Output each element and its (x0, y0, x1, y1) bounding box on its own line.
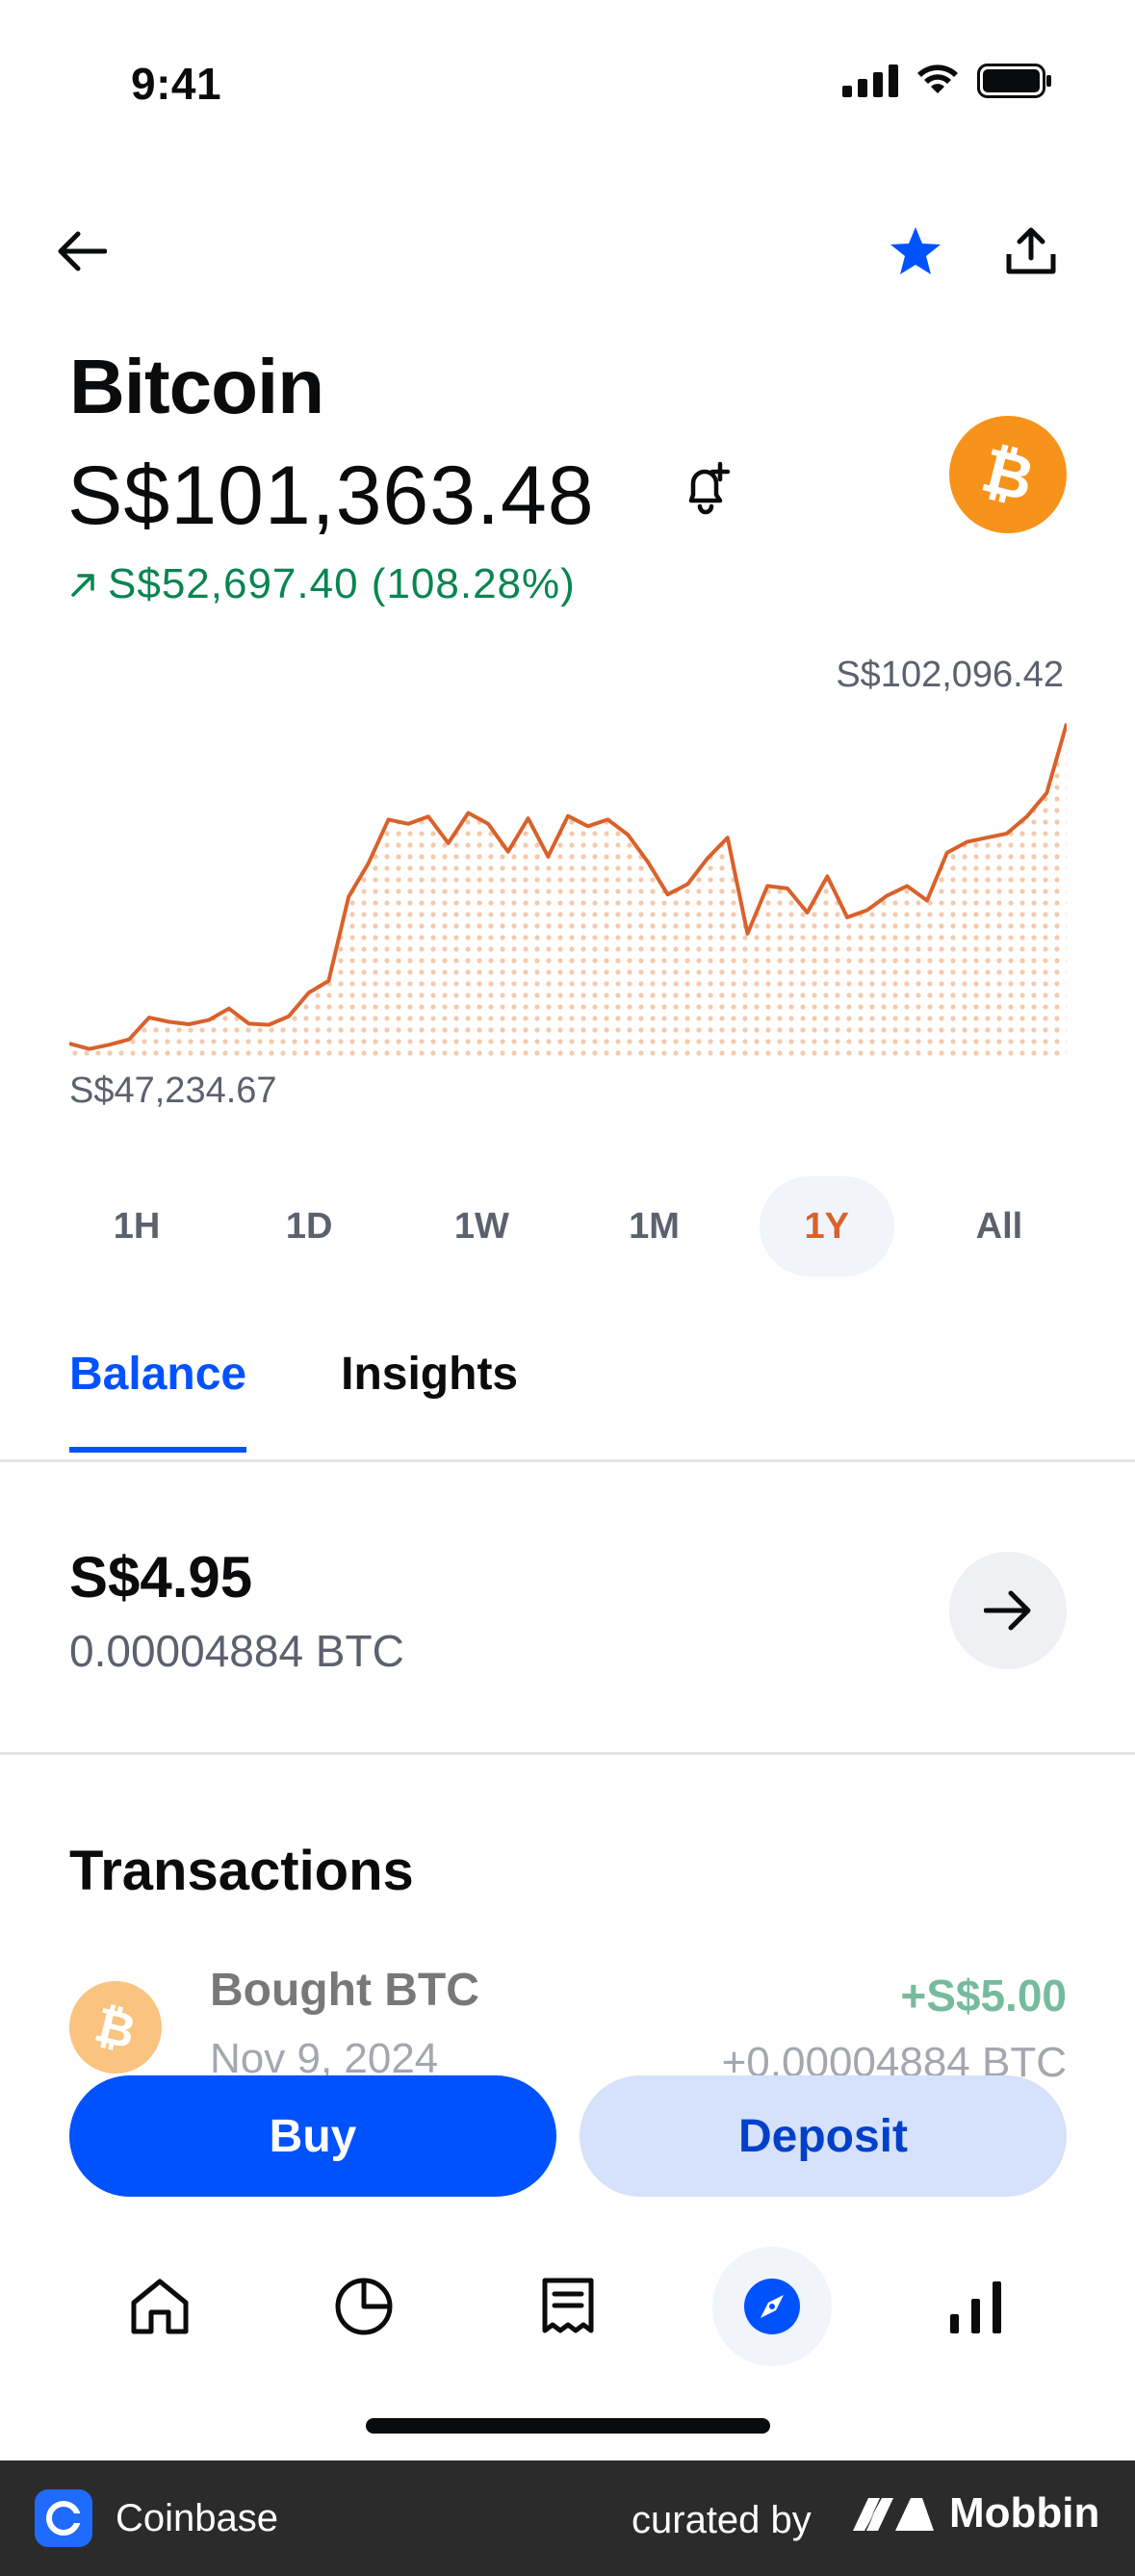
chart-area-fill (69, 723, 1067, 1059)
bell-plus-icon (688, 461, 731, 515)
divider (0, 1752, 1135, 1755)
bitcoin-icon: ₿ (977, 440, 1039, 509)
asset-name: Bitcoin (69, 344, 324, 429)
range-1y[interactable]: 1Y (759, 1176, 894, 1276)
range-1h[interactable]: 1H (113, 1205, 161, 1247)
svg-text:₿: ₿ (91, 2000, 140, 2054)
bitcoin-logo: ₿ (69, 1981, 162, 2074)
arrow-right-icon (984, 1590, 1031, 1631)
price-chart[interactable] (69, 712, 1067, 1059)
transaction-label: Bought BTC (210, 1965, 479, 2016)
price-alert-button[interactable] (682, 458, 734, 525)
star-icon (890, 227, 941, 274)
home-indicator (366, 2418, 770, 2434)
coinbase-logo (35, 2489, 92, 2547)
share-button[interactable] (988, 208, 1074, 295)
share-icon (1006, 227, 1056, 274)
home-icon (131, 2279, 189, 2334)
mobbin-brand-name: Mobbin (949, 2489, 1100, 2537)
cellular-signal-icon (842, 64, 898, 97)
bottom-navigation (0, 2247, 1135, 2366)
nav-portfolio[interactable] (304, 2247, 424, 2366)
bitcoin-logo: ₿ (949, 416, 1067, 533)
nav-home[interactable] (100, 2247, 219, 2366)
battery-icon (977, 64, 1051, 98)
divider (0, 1459, 1135, 1462)
nav-trade[interactable] (916, 2247, 1036, 2366)
coinbase-icon (46, 2501, 81, 2536)
balance-fiat: S$4.95 (69, 1545, 253, 1610)
asset-price: S$101,363.48 (67, 450, 595, 542)
mobbin-logo-icon (853, 2498, 934, 2531)
time-range-selector: 1H 1D 1W 1M 1Y All (69, 1176, 1067, 1276)
transaction-date: Nov 9, 2024 (210, 2035, 439, 2082)
svg-text:₿: ₿ (977, 440, 1039, 509)
range-1d[interactable]: 1D (285, 1205, 333, 1247)
nav-transactions[interactable] (508, 2247, 628, 2366)
transactions-icon (542, 2278, 594, 2333)
arrow-left-icon (58, 231, 107, 271)
arrow-up-right-icon (71, 574, 94, 597)
chart-price-line (69, 723, 1067, 1051)
tab-bar: Balance Insights (69, 1348, 518, 1453)
chart-high-label: S$102,096.42 (836, 655, 1064, 695)
wifi-icon (917, 64, 958, 93)
mobbin-footer: Coinbase curated by Mobbin (0, 2460, 1135, 2576)
range-1m[interactable]: 1M (629, 1205, 680, 1247)
transaction-amount: +S$5.00 (900, 1971, 1067, 2021)
deposit-button[interactable]: Deposit (580, 2075, 1067, 2197)
range-all[interactable]: All (975, 1205, 1023, 1247)
price-change: S$52,697.40 (108.28%) (69, 560, 576, 608)
status-icons (842, 64, 1052, 98)
watchlist-button[interactable] (872, 208, 959, 295)
balance-details-button[interactable] (949, 1552, 1067, 1669)
status-time: 9:41 (131, 59, 222, 109)
tab-insights[interactable]: Insights (341, 1349, 519, 1400)
mobbin-brand: Mobbin (851, 2489, 1099, 2537)
bar-chart-icon (950, 2281, 1001, 2333)
transactions-title: Transactions (69, 1840, 414, 1902)
balance-crypto: 0.00004884 BTC (69, 1626, 404, 1676)
tab-balance[interactable]: Balance (69, 1348, 247, 1453)
portfolio-icon (335, 2278, 393, 2335)
price-change-value: S$52,697.40 (108.28%) (108, 560, 576, 607)
back-button[interactable] (39, 208, 125, 295)
footer-curated-by: curated by (632, 2499, 812, 2541)
chart-low-label: S$47,234.67 (69, 1070, 277, 1111)
nav-explore[interactable] (712, 2247, 832, 2366)
explore-icon (744, 2279, 800, 2334)
buy-button[interactable]: Buy (69, 2075, 556, 2197)
bitcoin-icon: ₿ (91, 2000, 140, 2054)
footer-app-name: Coinbase (116, 2497, 279, 2539)
transaction-row[interactable]: ₿ Bought BTC Nov 9, 2024 +S$5.00 +0.0000… (69, 1964, 1067, 2108)
range-1w[interactable]: 1W (453, 1205, 509, 1247)
